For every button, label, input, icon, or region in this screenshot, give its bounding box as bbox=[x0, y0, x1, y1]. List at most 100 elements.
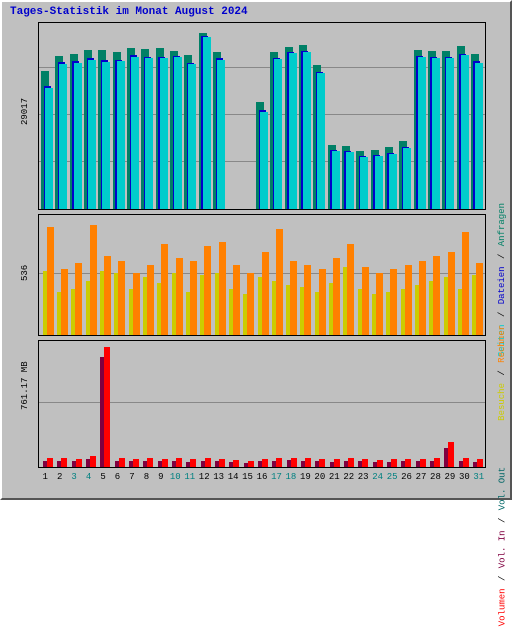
seiten-bar bbox=[332, 151, 340, 209]
x-tick: 31 bbox=[472, 472, 486, 482]
legend-label: Besuche bbox=[497, 382, 507, 422]
rechner-bar bbox=[362, 267, 369, 335]
x-tick: 22 bbox=[342, 472, 356, 482]
vol-out-bar bbox=[233, 460, 239, 467]
rechner-bar bbox=[390, 269, 397, 335]
x-tick: 3 bbox=[67, 472, 81, 482]
x-axis: 1234567891011121314151617181920212223242… bbox=[38, 472, 486, 482]
vol-out-bar bbox=[104, 347, 110, 467]
rechner-bar bbox=[118, 261, 125, 335]
vol-out-bar bbox=[305, 458, 311, 467]
vol-out-bar bbox=[219, 459, 225, 468]
vol-out-bar bbox=[119, 458, 125, 467]
seiten-bar bbox=[131, 57, 139, 209]
x-tick: 17 bbox=[269, 472, 283, 482]
rechner-bar bbox=[304, 265, 311, 335]
panel1-ylabel: 29017 bbox=[20, 98, 30, 125]
x-tick: 29 bbox=[443, 472, 457, 482]
seiten-bar bbox=[174, 57, 182, 209]
seiten-bar bbox=[403, 148, 411, 209]
seiten-bar bbox=[475, 63, 483, 209]
vol-out-bar bbox=[405, 459, 411, 467]
vol-out-bar bbox=[190, 459, 196, 467]
rechner-bar bbox=[233, 265, 240, 335]
rechner-bar bbox=[147, 265, 154, 335]
chart-container: Tages-Statistik im Monat August 2024 12 3… bbox=[0, 0, 512, 500]
seiten-bar bbox=[217, 60, 225, 209]
seiten-bar bbox=[74, 63, 82, 209]
seiten-bar bbox=[375, 156, 383, 209]
x-tick: 30 bbox=[457, 472, 471, 482]
seiten-bar bbox=[274, 59, 282, 209]
x-tick: 2 bbox=[52, 472, 66, 482]
legend-panel2: Besuche / Rechner bbox=[497, 324, 507, 422]
rechner-bar bbox=[47, 227, 54, 335]
x-tick: 27 bbox=[414, 472, 428, 482]
vol-out-bar bbox=[420, 459, 426, 468]
panel2-ylabel: 536 bbox=[20, 265, 30, 281]
seiten-bar bbox=[88, 60, 96, 209]
seiten-bar bbox=[45, 88, 53, 209]
seiten-bar bbox=[432, 58, 440, 209]
seiten-bar bbox=[346, 152, 354, 209]
rechner-bar bbox=[462, 232, 469, 335]
panel-hits bbox=[38, 22, 486, 210]
rechner-bar bbox=[476, 263, 483, 335]
vol-out-bar bbox=[76, 459, 82, 467]
vol-out-bar bbox=[248, 461, 254, 467]
x-tick: 21 bbox=[327, 472, 341, 482]
rechner-bar bbox=[448, 252, 455, 335]
legend-panel3: Volumen / Vol. In / Vol. Out bbox=[497, 466, 507, 627]
x-tick: 4 bbox=[81, 472, 95, 482]
x-tick: 19 bbox=[298, 472, 312, 482]
seiten-bar bbox=[59, 64, 67, 209]
rechner-bar bbox=[419, 261, 426, 335]
panel-visits bbox=[38, 214, 486, 336]
rechner-bar bbox=[247, 273, 254, 335]
seiten-bar bbox=[461, 55, 469, 209]
seiten-bar bbox=[188, 64, 196, 209]
x-tick: 6 bbox=[110, 472, 124, 482]
legend-label: Vol. Out bbox=[497, 466, 507, 511]
vol-out-bar bbox=[348, 458, 354, 467]
vol-out-bar bbox=[362, 459, 368, 467]
x-tick: 18 bbox=[284, 472, 298, 482]
vol-out-bar bbox=[90, 456, 96, 467]
vol-out-bar bbox=[147, 458, 153, 467]
x-tick: 12 bbox=[197, 472, 211, 482]
panel3-ylabel: 761.17 MB bbox=[20, 362, 30, 411]
seiten-bar bbox=[203, 37, 211, 209]
rechner-bar bbox=[333, 258, 340, 335]
vol-out-bar bbox=[162, 459, 168, 467]
rechner-bar bbox=[376, 273, 383, 335]
x-tick: 20 bbox=[313, 472, 327, 482]
chart-title: Tages-Statistik im Monat August 2024 bbox=[10, 6, 248, 18]
vol-out-bar bbox=[319, 459, 325, 467]
x-tick: 24 bbox=[370, 472, 384, 482]
rechner-bar bbox=[104, 256, 111, 335]
rechner-bar bbox=[204, 246, 211, 335]
seiten-bar bbox=[260, 112, 268, 209]
x-tick: 28 bbox=[428, 472, 442, 482]
vol-out-bar bbox=[377, 460, 383, 467]
seiten-bar bbox=[446, 58, 454, 209]
rechner-bar bbox=[433, 256, 440, 335]
legend-label: Volumen bbox=[497, 587, 507, 627]
rechner-bar bbox=[219, 242, 226, 335]
x-tick: 7 bbox=[125, 472, 139, 482]
x-tick: 5 bbox=[96, 472, 110, 482]
seiten-bar bbox=[289, 53, 297, 209]
rechner-bar bbox=[347, 244, 354, 335]
rechner-bar bbox=[61, 269, 68, 335]
vol-out-bar bbox=[463, 458, 469, 467]
rechner-bar bbox=[190, 261, 197, 335]
rechner-bar bbox=[405, 265, 412, 335]
seiten-bar bbox=[360, 157, 368, 209]
x-tick: 15 bbox=[240, 472, 254, 482]
panel-volume bbox=[38, 340, 486, 468]
vol-out-bar bbox=[276, 458, 282, 467]
rechner-bar bbox=[290, 261, 297, 335]
vol-out-bar bbox=[477, 459, 483, 467]
rechner-bar bbox=[133, 273, 140, 335]
rechner-bar bbox=[262, 252, 269, 335]
